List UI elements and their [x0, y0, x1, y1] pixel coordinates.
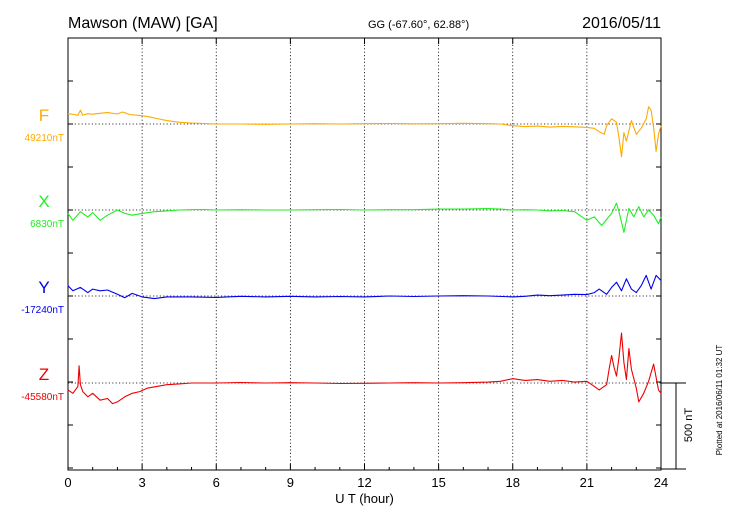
- series-line-z: [67, 332, 662, 405]
- series-group: [67, 106, 662, 405]
- x-tick-label-12: 12: [357, 475, 371, 490]
- scale-bar-label: 500 nT: [683, 408, 695, 443]
- date-label: 2016/05/11: [582, 15, 661, 32]
- x-tick-label-18: 18: [506, 475, 520, 490]
- series-name-f: F: [39, 106, 49, 125]
- series-baseline-f: 49210nT: [25, 133, 64, 144]
- x-tick-label-0: 0: [64, 475, 71, 490]
- series-name-y: Y: [38, 278, 49, 297]
- station-title: Mawson (MAW) [GA]: [68, 15, 218, 32]
- x-tick-label-3: 3: [139, 475, 146, 490]
- series-baseline-y: -17240nT: [21, 305, 64, 316]
- series-name-x: X: [38, 192, 49, 211]
- coordinates-label: GG (-67.60°, 62.88°): [368, 19, 469, 31]
- grid-lines: [68, 38, 661, 470]
- series-baseline-z: -45580nT: [21, 392, 64, 403]
- x-tick-label-15: 15: [431, 475, 445, 490]
- x-tick-label-24: 24: [654, 475, 668, 490]
- scale-bar: [661, 382, 686, 470]
- series-name-z: Z: [39, 365, 49, 384]
- series-line-y: [67, 274, 662, 300]
- x-axis-title: U T (hour): [335, 491, 394, 506]
- series-labels: F 49210nT X 6830nT Y -17240nT Z -45580nT: [21, 106, 64, 403]
- x-tick-label-21: 21: [580, 475, 594, 490]
- series-line-f: [67, 106, 662, 158]
- plotted-at-note: Plotted at 2016/06/11 01:32 UT: [715, 345, 724, 456]
- x-tick-label-6: 6: [213, 475, 220, 490]
- series-line-x: [67, 202, 662, 233]
- series-baseline-x: 6830nT: [30, 219, 64, 230]
- x-axis: 0 3 6 9 12 15 18 21 24: [64, 38, 668, 490]
- x-tick-label-9: 9: [287, 475, 294, 490]
